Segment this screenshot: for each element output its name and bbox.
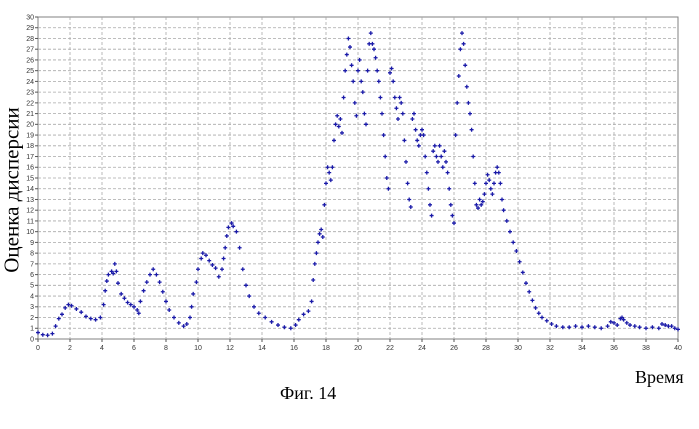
y-tick-label: 14 xyxy=(26,186,34,193)
y-tick-label: 10 xyxy=(26,229,34,236)
x-tick-label: 34 xyxy=(578,345,586,352)
x-tick-label: 6 xyxy=(132,345,136,352)
y-tick-label: 13 xyxy=(26,197,34,204)
chart-plot: 0246810121416182022242628303234363840012… xyxy=(0,0,699,360)
x-axis-label: Время xyxy=(635,367,684,388)
x-tick-label: 32 xyxy=(546,345,554,352)
y-tick-label: 4 xyxy=(30,293,34,300)
y-tick-label: 15 xyxy=(26,175,34,182)
y-tick-label: 18 xyxy=(26,143,34,150)
x-tick-label: 38 xyxy=(642,345,650,352)
x-tick-label: 40 xyxy=(674,345,682,352)
x-tick-label: 30 xyxy=(514,345,522,352)
x-tick-label: 24 xyxy=(418,345,426,352)
x-tick-label: 26 xyxy=(450,345,458,352)
y-tick-label: 29 xyxy=(26,25,34,32)
figure-caption: Фиг. 14 xyxy=(280,383,336,404)
x-tick-label: 16 xyxy=(290,345,298,352)
y-tick-label: 7 xyxy=(30,261,34,268)
x-tick-label: 8 xyxy=(164,345,168,352)
y-tick-label: 12 xyxy=(26,208,34,215)
y-tick-label: 21 xyxy=(26,111,34,118)
y-tick-label: 30 xyxy=(26,14,34,21)
x-tick-label: 18 xyxy=(322,345,330,352)
y-tick-label: 1 xyxy=(30,326,34,333)
y-tick-label: 5 xyxy=(30,283,34,290)
x-tick-label: 0 xyxy=(36,345,40,352)
x-tick-label: 14 xyxy=(258,345,266,352)
y-tick-label: 2 xyxy=(30,315,34,322)
y-tick-label: 6 xyxy=(30,272,34,279)
x-tick-label: 20 xyxy=(354,345,362,352)
y-tick-label: 19 xyxy=(26,132,34,139)
x-tick-label: 2 xyxy=(68,345,72,352)
y-tick-label: 8 xyxy=(30,251,34,258)
y-tick-label: 22 xyxy=(26,100,34,107)
x-tick-label: 12 xyxy=(226,345,234,352)
y-tick-label: 25 xyxy=(26,68,34,75)
y-tick-label: 23 xyxy=(26,90,34,97)
y-axis-label: Оценка дисперсии xyxy=(0,107,25,273)
y-tick-label: 28 xyxy=(26,36,34,43)
y-tick-label: 9 xyxy=(30,240,34,247)
y-tick-label: 26 xyxy=(26,57,34,64)
y-tick-label: 11 xyxy=(27,218,34,225)
y-tick-label: 0 xyxy=(30,336,34,343)
x-tick-label: 22 xyxy=(386,345,394,352)
y-tick-label: 17 xyxy=(26,154,34,161)
x-tick-label: 4 xyxy=(100,345,104,352)
y-tick-label: 27 xyxy=(26,47,34,54)
x-tick-label: 10 xyxy=(194,345,202,352)
y-tick-label: 24 xyxy=(26,79,34,86)
y-tick-label: 16 xyxy=(26,165,34,172)
x-tick-label: 36 xyxy=(610,345,618,352)
y-tick-label: 3 xyxy=(30,304,34,311)
x-tick-label: 28 xyxy=(482,345,490,352)
y-tick-label: 20 xyxy=(26,122,34,129)
